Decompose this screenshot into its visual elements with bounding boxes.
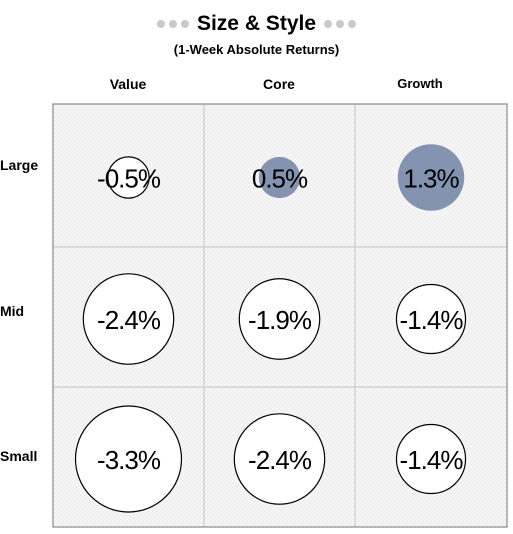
bubble-mid-core — [238, 278, 321, 360]
dot-icon — [180, 20, 189, 28]
bubble-small-growth — [395, 423, 467, 495]
column-label-value: Value — [109, 76, 147, 92]
row-label-small: Small — [0, 448, 38, 464]
value-label-small-core: -2.4% — [248, 445, 312, 475]
value-label-large-value: -0.5% — [97, 164, 161, 194]
bubble-small-value — [74, 405, 183, 513]
value-label-large-core: 0.5% — [252, 164, 308, 194]
bubble-large-core — [258, 156, 301, 199]
bubble-mid-growth — [395, 283, 467, 355]
title-dots-left — [156, 20, 189, 28]
dot-icon — [324, 20, 333, 28]
title-dots-right — [324, 20, 357, 28]
value-label-mid-growth: -1.4% — [400, 305, 464, 335]
value-label-mid-value: -2.4% — [97, 305, 161, 335]
bubble-small-core — [233, 413, 326, 505]
dot-icon — [156, 20, 165, 28]
bubble-large-value — [107, 156, 150, 199]
chart-title-row: Size & Style — [0, 10, 513, 38]
value-label-small-growth: -1.4% — [400, 445, 464, 475]
chart-title: Size & Style — [196, 12, 317, 35]
row-label-large: Large — [0, 157, 39, 173]
grid-border — [52, 103, 508, 528]
column-label-growth: Growth — [397, 76, 443, 91]
value-label-small-value: -3.3% — [97, 445, 161, 475]
dot-icon — [168, 20, 177, 28]
chart-subtitle: (1-Week Absolute Returns) — [173, 42, 340, 57]
dot-icon — [348, 20, 357, 28]
bubble-large-growth — [397, 144, 465, 211]
value-label-mid-core: -1.9% — [248, 305, 312, 335]
row-label-mid: Mid — [0, 303, 25, 319]
column-label-core: Core — [263, 76, 295, 92]
dot-icon — [336, 20, 345, 28]
value-label-large-growth: 1.3% — [403, 164, 459, 194]
bubble-mid-value — [82, 273, 175, 365]
